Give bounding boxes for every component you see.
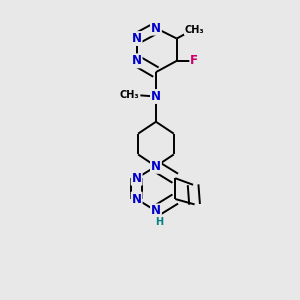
Text: N: N — [151, 160, 161, 173]
Text: N: N — [132, 172, 142, 185]
Text: N: N — [151, 204, 161, 218]
Text: F: F — [190, 54, 198, 67]
Text: CH₃: CH₃ — [185, 25, 204, 34]
Text: CH₃: CH₃ — [120, 90, 140, 100]
Text: N: N — [132, 193, 142, 206]
Text: N: N — [132, 54, 142, 67]
Text: N: N — [151, 22, 161, 34]
Text: N: N — [151, 90, 161, 103]
Text: H: H — [155, 217, 163, 227]
Text: N: N — [132, 32, 142, 45]
